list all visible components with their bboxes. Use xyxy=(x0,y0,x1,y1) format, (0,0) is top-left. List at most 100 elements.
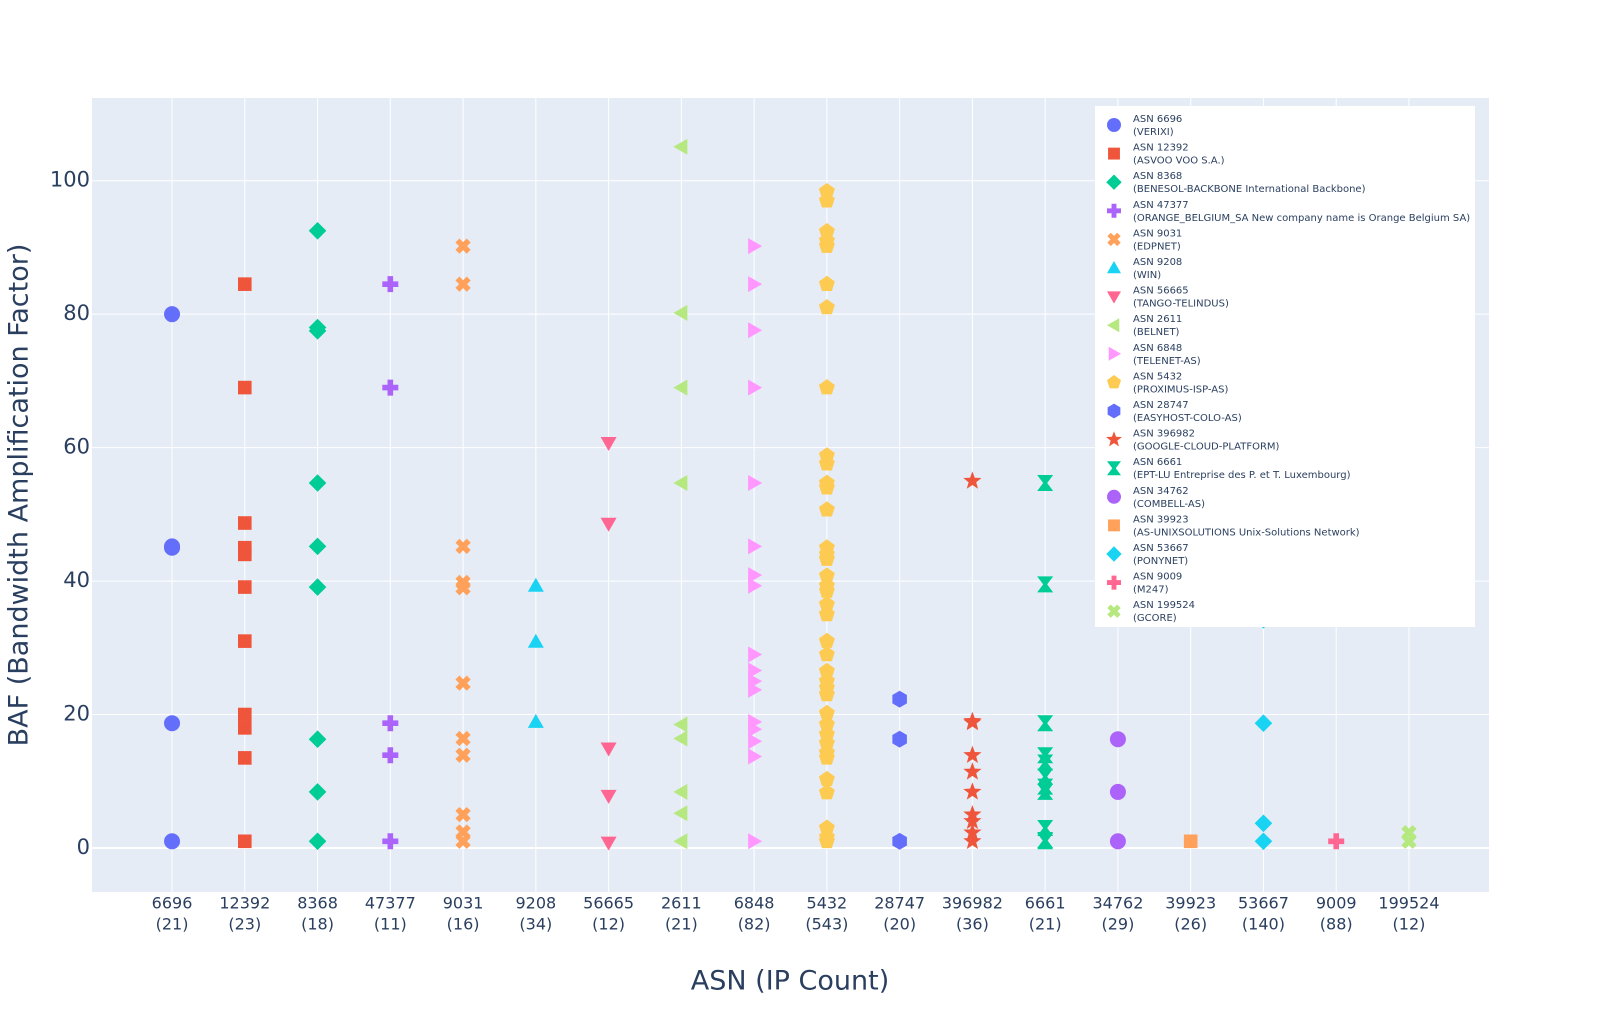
data-point xyxy=(164,539,181,556)
x-tick-label: (82) xyxy=(738,915,771,934)
legend-label: (PONYNET) xyxy=(1133,556,1188,567)
data-point xyxy=(1254,814,1273,833)
data-point xyxy=(673,730,688,747)
data-point xyxy=(1037,819,1054,836)
data-point xyxy=(673,716,688,733)
legend-marker xyxy=(1107,261,1121,274)
x-tick-label: 5432 xyxy=(807,894,848,913)
legend-label: (COMBELL-AS) xyxy=(1133,499,1205,510)
data-point xyxy=(1109,783,1126,800)
x-tick-label: 28747 xyxy=(874,894,925,913)
data-point xyxy=(818,832,835,849)
legend-label: (EDPNET) xyxy=(1133,241,1181,252)
x-tick-label: 34762 xyxy=(1092,894,1143,913)
x-tick-label: 2611 xyxy=(661,894,702,913)
legend-label: ASN 34762 xyxy=(1133,486,1189,497)
x-tick-label: 12392 xyxy=(219,894,270,913)
data-point xyxy=(818,501,835,517)
x-tick-label: (21) xyxy=(665,915,698,934)
legend-marker xyxy=(1107,232,1121,247)
legend-label: (AS-UNIXSOLUTIONS Unix-Solutions Network… xyxy=(1133,527,1360,538)
legend-label: (EPT-LU Entreprise des P. et T. Luxembou… xyxy=(1133,470,1351,481)
data-point xyxy=(818,582,835,598)
legend-marker xyxy=(1108,346,1121,361)
data-point xyxy=(963,782,982,800)
legend-label: (EASYHOST-COLO-AS) xyxy=(1133,413,1242,424)
data-point xyxy=(455,806,471,823)
legend-label: ASN 199524 xyxy=(1133,600,1195,611)
legend-label: ASN 6848 xyxy=(1133,343,1182,354)
data-point xyxy=(382,276,399,293)
data-point xyxy=(748,733,763,750)
legend-label: (TELENET-AS) xyxy=(1133,356,1201,367)
data-point xyxy=(818,726,835,742)
data-point xyxy=(455,833,471,849)
legend-label: (WIN) xyxy=(1133,270,1161,281)
legend-marker xyxy=(1108,519,1120,532)
data-point xyxy=(818,716,835,732)
data-point xyxy=(600,517,617,532)
legend-label: (ASVOO VOO S.A.) xyxy=(1133,156,1225,167)
legend-label: (M247) xyxy=(1133,585,1169,596)
data-point xyxy=(818,819,835,835)
legend-label: (BENESOL-BACKBONE International Backbone… xyxy=(1133,184,1366,195)
legend-marker xyxy=(1107,203,1121,218)
data-point xyxy=(455,580,471,596)
legend-label: ASN 6661 xyxy=(1133,457,1182,468)
legend-label: ASN 8368 xyxy=(1133,171,1182,182)
x-tick-label: (26) xyxy=(1174,915,1207,934)
data-point xyxy=(748,577,763,594)
data-point xyxy=(308,474,327,492)
x-tick-label: 9009 xyxy=(1316,894,1357,913)
legend-marker xyxy=(1107,575,1121,590)
data-point xyxy=(963,471,982,489)
data-point xyxy=(818,237,835,253)
x-tick-label: 9208 xyxy=(515,894,556,913)
data-point xyxy=(527,713,544,728)
data-point xyxy=(1037,715,1054,732)
data-point xyxy=(818,550,835,566)
data-point xyxy=(818,770,835,787)
data-point xyxy=(237,380,252,395)
legend-marker xyxy=(1107,604,1121,618)
legend-marker xyxy=(1108,147,1120,160)
legend-label: ASN 56665 xyxy=(1133,286,1189,297)
data-point xyxy=(748,567,763,584)
x-tick-label: 56665 xyxy=(583,894,634,913)
legend-marker xyxy=(1107,318,1120,333)
legend-marker xyxy=(1107,291,1121,304)
data-point xyxy=(308,783,327,801)
legend-label: (BELNET) xyxy=(1133,327,1180,338)
x-tick-label: 6696 xyxy=(152,894,193,913)
data-point xyxy=(527,633,544,648)
legend: ASN 6696 (VERIXI) ASN 12392 (ASVOO VOO S.A.… xyxy=(1095,106,1475,627)
data-point xyxy=(455,538,471,555)
y-tick-label: 20 xyxy=(63,702,90,726)
data-point xyxy=(237,721,252,735)
data-point xyxy=(382,379,399,396)
x-tick-label: (20) xyxy=(883,915,916,934)
data-point xyxy=(818,662,835,678)
data-point xyxy=(1183,834,1198,849)
data-point xyxy=(673,474,688,491)
data-point xyxy=(748,681,763,698)
data-point xyxy=(963,712,982,731)
data-point xyxy=(818,632,835,648)
y-tick-label: 100 xyxy=(50,168,90,192)
x-tick-label: 396982 xyxy=(942,894,1003,913)
y-tick-label: 0 xyxy=(77,835,90,859)
data-point xyxy=(1037,474,1054,491)
data-point xyxy=(748,474,763,491)
y-tick-label: 60 xyxy=(63,435,90,459)
x-tick-label: 199524 xyxy=(1378,894,1439,913)
legend-label: ASN 12392 xyxy=(1133,143,1189,154)
data-point xyxy=(818,479,835,495)
legend-label: (ORANGE_BELGIUM_SA New company name is O… xyxy=(1133,213,1470,224)
data-point xyxy=(455,730,471,747)
legend-label: ASN 9031 xyxy=(1133,228,1182,239)
x-tick-label: 8368 xyxy=(297,894,338,913)
data-point xyxy=(237,580,252,594)
data-point xyxy=(382,833,399,850)
data-point xyxy=(818,704,835,720)
